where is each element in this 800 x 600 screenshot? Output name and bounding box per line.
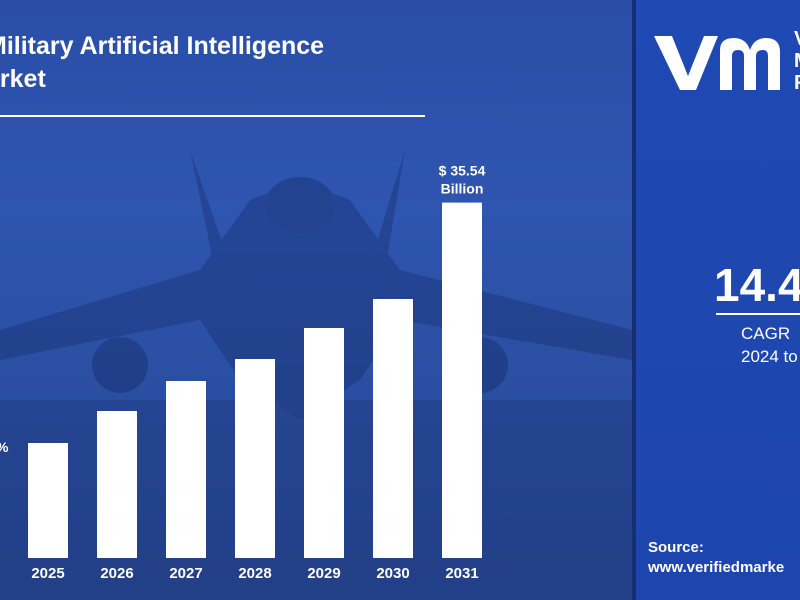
partial-data-label: % bbox=[0, 439, 9, 455]
chart-title-line-1: Military Artificial Intelligence bbox=[0, 32, 325, 60]
data-label-2031-line-2: Billion bbox=[441, 181, 484, 197]
x-tick-label-2025: 2025 bbox=[31, 565, 64, 582]
x-tick-label-2028: 2028 bbox=[238, 565, 271, 582]
verified-market-logo-icon bbox=[654, 36, 780, 90]
bar-2025 bbox=[28, 443, 68, 558]
cagr-label-line-1: CAGR bbox=[741, 324, 791, 343]
cagr-value: 14.4 bbox=[714, 259, 800, 311]
x-tick-label-2030: 2030 bbox=[376, 565, 409, 582]
x-tick-label-2027: 2027 bbox=[169, 565, 202, 582]
title-divider bbox=[0, 115, 425, 117]
bar-2030 bbox=[373, 299, 413, 558]
source-url: www.verifiedmarke bbox=[648, 559, 785, 576]
chart-title: Military Artificial Intelligence arket bbox=[0, 30, 324, 96]
bar-2031 bbox=[442, 202, 482, 558]
chart-title-line-2: arket bbox=[0, 65, 46, 93]
panel-divider bbox=[632, 0, 636, 600]
source-footer: Source: www.verifiedmarke bbox=[648, 538, 784, 578]
x-tick-label-2029: 2029 bbox=[307, 565, 340, 582]
source-label: Source: bbox=[648, 539, 704, 556]
bar-2027 bbox=[166, 381, 206, 558]
bar-2026 bbox=[97, 411, 137, 558]
summary-panel: V M R 14.4 CAGR 2024 to Source: www.veri… bbox=[636, 0, 800, 600]
x-tick-label-2026: 2026 bbox=[100, 565, 133, 582]
cagr-label: CAGR 2024 to bbox=[741, 322, 798, 368]
cagr-label-line-2: 2024 to bbox=[741, 347, 798, 366]
logo-text-line-2: M bbox=[794, 50, 800, 72]
chart-panel: Military Artificial Intelligence arket 2… bbox=[0, 0, 632, 600]
data-label-2031-line-1: $ 35.54 bbox=[439, 163, 486, 179]
bar-chart: 2025 2026 2027 2028 2029 2030 2031 $ 35.54 Billi… bbox=[0, 163, 486, 582]
logo-wordmark: V M R bbox=[794, 28, 800, 94]
x-tick-label-2031: 2031 bbox=[445, 565, 478, 582]
logo-text-line-1: V bbox=[794, 28, 800, 50]
logo-text-line-3: R bbox=[794, 72, 800, 94]
bar-2028 bbox=[235, 359, 275, 558]
cagr-divider bbox=[716, 313, 800, 315]
bar-2029 bbox=[304, 328, 344, 558]
